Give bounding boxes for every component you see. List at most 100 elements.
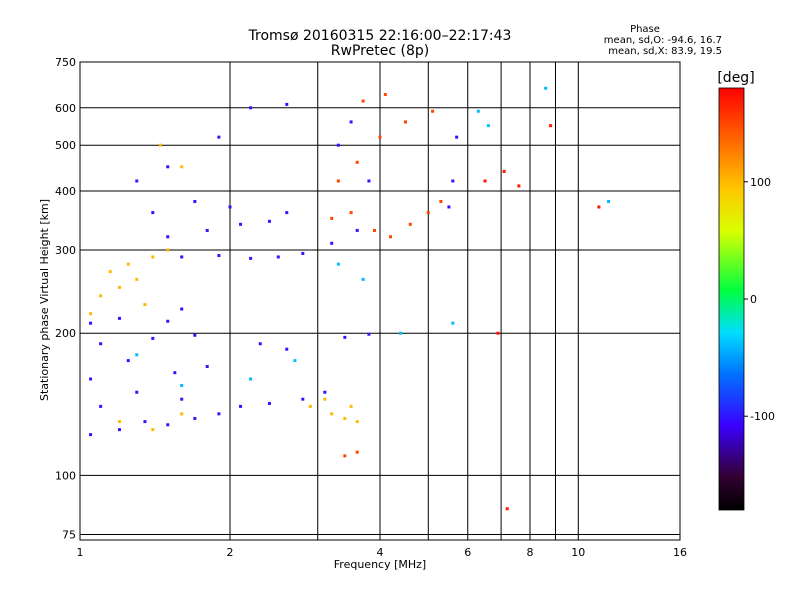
data-point	[549, 124, 553, 128]
data-point	[383, 93, 387, 97]
x-tick-label: 16	[673, 546, 687, 559]
plot-frame	[79, 61, 681, 541]
data-point	[301, 251, 305, 255]
colorbar-tick-labels: 100 0 -100	[744, 176, 775, 423]
data-point	[486, 124, 490, 128]
data-point	[180, 412, 184, 416]
data-point	[99, 294, 103, 298]
data-point	[249, 377, 253, 381]
data-point	[267, 401, 271, 405]
data-point	[117, 285, 121, 289]
phase-header: Phase	[630, 24, 660, 35]
x-tick-label: 1	[77, 546, 84, 559]
x-tick-label: 6	[464, 546, 471, 559]
data-point	[336, 262, 340, 266]
data-point	[180, 165, 184, 169]
x-tick-label: 8	[527, 546, 534, 559]
data-point	[166, 235, 170, 239]
data-point	[505, 507, 509, 511]
colorbar-tick-label: 0	[750, 293, 757, 306]
data-point	[355, 228, 359, 232]
data-point	[455, 135, 459, 139]
data-point	[607, 200, 611, 204]
data-point	[276, 255, 280, 259]
data-point	[330, 216, 334, 220]
data-point	[143, 303, 147, 307]
data-point	[135, 179, 139, 183]
data-point	[355, 160, 359, 164]
phase-stats-o: mean, sd,O: -94.6, 16.7	[604, 35, 722, 46]
y-tick-label: 600	[55, 102, 76, 115]
data-point	[228, 205, 232, 209]
colorbar	[718, 87, 745, 511]
data-point	[166, 248, 170, 252]
data-point	[89, 433, 93, 437]
data-point	[166, 423, 170, 427]
data-point	[367, 179, 371, 183]
data-points	[89, 86, 611, 511]
y-tick-label: 500	[55, 139, 76, 152]
data-point	[476, 109, 480, 113]
data-point	[285, 211, 289, 215]
data-point	[308, 404, 312, 408]
data-point	[180, 255, 184, 259]
colorbar-label: [deg]	[717, 70, 754, 86]
data-point	[180, 397, 184, 401]
data-point	[361, 277, 365, 281]
data-point	[544, 86, 548, 90]
data-point	[151, 255, 155, 259]
data-point	[285, 347, 289, 351]
y-tick-label: 400	[55, 185, 76, 198]
data-point	[89, 312, 93, 316]
data-point	[193, 200, 197, 204]
data-point	[355, 450, 359, 454]
data-point	[158, 143, 162, 147]
data-point	[166, 165, 170, 169]
y-tick-label: 75	[62, 528, 76, 541]
data-point	[439, 200, 443, 204]
data-point	[323, 390, 327, 394]
data-point	[367, 332, 371, 336]
data-point	[180, 384, 184, 388]
data-point	[108, 270, 112, 274]
data-point	[323, 397, 327, 401]
data-point	[426, 211, 430, 215]
data-point	[355, 420, 359, 424]
data-point	[143, 420, 147, 424]
data-point	[173, 371, 177, 375]
data-point	[451, 321, 455, 325]
data-point	[343, 416, 347, 420]
phase-stats-x: mean, sd,X: 83.9, 19.5	[608, 46, 722, 57]
data-point	[502, 169, 506, 173]
data-point	[249, 256, 253, 260]
data-point	[151, 428, 155, 432]
data-point	[403, 120, 407, 124]
data-point	[151, 336, 155, 340]
data-point	[205, 228, 209, 232]
data-point	[330, 412, 334, 416]
data-point	[135, 390, 139, 394]
data-point	[378, 135, 382, 139]
data-point	[336, 179, 340, 183]
data-point	[217, 135, 221, 139]
y-tick-label: 300	[55, 244, 76, 257]
data-point	[180, 307, 184, 311]
data-point	[267, 219, 271, 223]
data-point	[349, 211, 353, 215]
data-point	[285, 102, 289, 106]
data-point	[330, 241, 334, 245]
data-point	[99, 342, 103, 346]
data-point	[117, 420, 121, 424]
data-point	[483, 179, 487, 183]
data-point	[389, 235, 393, 239]
chart-title: Tromsø 20160315 22:16:00–22:17:43	[248, 28, 512, 44]
data-point	[193, 416, 197, 420]
data-point	[301, 397, 305, 401]
data-point	[239, 222, 243, 226]
data-point	[217, 254, 221, 258]
x-axis-label: Frequency [MHz]	[334, 558, 426, 571]
data-point	[117, 316, 121, 320]
data-point	[135, 353, 139, 357]
